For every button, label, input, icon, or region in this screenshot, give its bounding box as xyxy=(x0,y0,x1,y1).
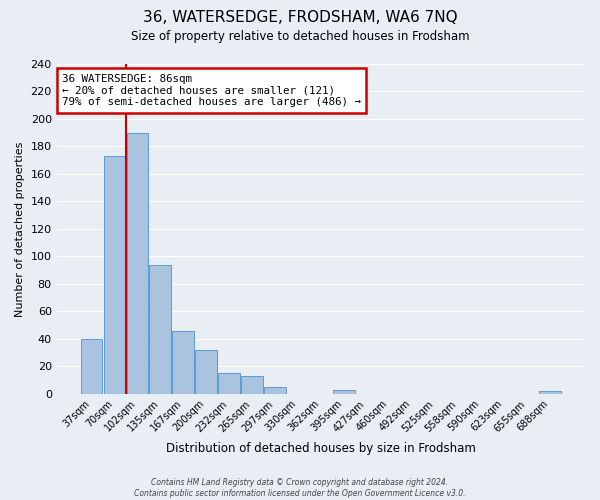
Bar xyxy=(149,264,171,394)
Y-axis label: Number of detached properties: Number of detached properties xyxy=(15,141,25,316)
Bar xyxy=(264,387,286,394)
Text: Contains HM Land Registry data © Crown copyright and database right 2024.
Contai: Contains HM Land Registry data © Crown c… xyxy=(134,478,466,498)
Bar xyxy=(241,376,263,394)
X-axis label: Distribution of detached houses by size in Frodsham: Distribution of detached houses by size … xyxy=(166,442,476,455)
Bar xyxy=(104,156,125,394)
Text: Size of property relative to detached houses in Frodsham: Size of property relative to detached ho… xyxy=(131,30,469,43)
Bar xyxy=(80,339,103,394)
Bar xyxy=(218,373,240,394)
Bar xyxy=(333,390,355,394)
Text: 36 WATERSEDGE: 86sqm
← 20% of detached houses are smaller (121)
79% of semi-deta: 36 WATERSEDGE: 86sqm ← 20% of detached h… xyxy=(62,74,361,107)
Bar xyxy=(127,132,148,394)
Bar xyxy=(196,350,217,394)
Text: 36, WATERSEDGE, FRODSHAM, WA6 7NQ: 36, WATERSEDGE, FRODSHAM, WA6 7NQ xyxy=(143,10,457,25)
Bar xyxy=(539,391,561,394)
Bar xyxy=(172,330,194,394)
